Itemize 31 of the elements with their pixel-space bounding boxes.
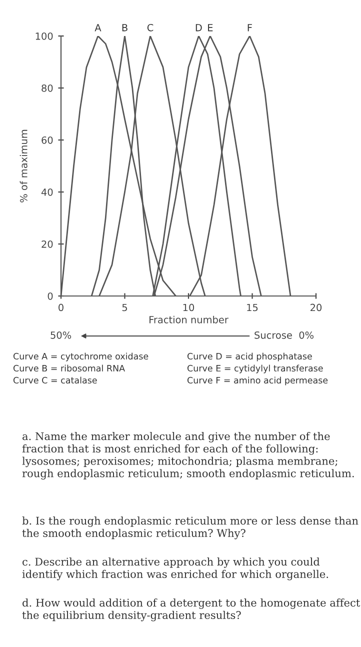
y-axis-title: % of maximum — [20, 130, 28, 202]
text: 50% — [50, 331, 72, 339]
text: Curve C = catalase — [13, 376, 97, 384]
text: Curve D = acid phosphatase — [187, 352, 312, 362]
y-tick-label: 60 — [42, 136, 53, 144]
y-tick-label: 40 — [41, 188, 53, 196]
y-tick-label: 100 — [36, 32, 53, 40]
y-tick-label: 80 — [42, 84, 53, 92]
x-tick-label: 20 — [310, 304, 322, 312]
text: Curve F = amino acid permease — [187, 376, 328, 386]
text: a. Name the marker molecule and give the number of the fraction that is most enriched for each of the following: lysosomes; peroxisomes; mitochondria; plasma membrane; rough endoplasmic reticulum; smooth endoplasmic reticulum. — [22, 432, 354, 480]
series-label: E — [208, 24, 213, 32]
text: Curve B = ribosomal RNA — [13, 364, 125, 372]
x-tick-label: 10 — [183, 304, 194, 312]
series-label: F — [248, 24, 252, 32]
series-label: A — [94, 24, 102, 32]
series-label: C — [147, 24, 154, 32]
series-label: B — [122, 24, 128, 32]
text: c. Describe an alternative approach by which you could identify which fraction was enriched for which organelle. — [22, 558, 328, 580]
x-tick-label: 5 — [122, 304, 127, 312]
y-tick-label: 20 — [42, 240, 53, 248]
series-label: D — [196, 24, 202, 32]
y-tick-label: 0 — [48, 292, 53, 300]
text: b. Is the rough endoplasmic reticulum more or less dense than the smooth endoplasmic reticulum? Why? — [22, 516, 358, 540]
x-tick-label: 15 — [247, 304, 258, 312]
text: Curve A = cytochrome oxidase — [13, 352, 148, 362]
x-axis-title: Fraction number — [150, 316, 228, 324]
text: Sucrose 0% — [254, 331, 314, 339]
text: d. How would addition of a detergent to the homogenate affect the equilibrium density-gradient results? — [22, 598, 360, 622]
text: Curve E = cytidylyl transferase — [187, 364, 323, 374]
x-tick-label: 0 — [58, 304, 64, 312]
